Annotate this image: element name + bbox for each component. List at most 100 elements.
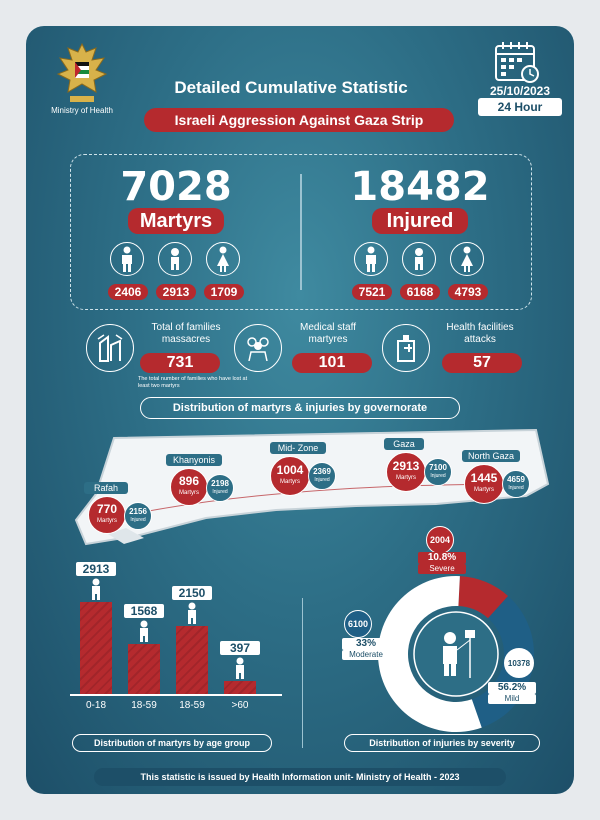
man-icon [354, 242, 388, 276]
families-value: 731 [140, 353, 220, 373]
age-bar [80, 601, 112, 694]
gov-rafah-injured: 2156 Injured [124, 502, 152, 530]
gov-martyrs-label: Martyrs [179, 490, 199, 496]
gov-gaza-martyrs-value: 2913 [392, 459, 420, 473]
gov-injured-label: Injured [430, 473, 446, 479]
child-icon [402, 242, 436, 276]
age-category-label: 18-59 [179, 700, 205, 711]
severe-percent: 10.8% [418, 552, 466, 564]
gov-rafah-name: Rafah [84, 482, 128, 494]
totals-divider [300, 174, 302, 290]
woman-icon [206, 242, 240, 276]
man-icon [110, 242, 144, 276]
age-bar-value: 2913 [76, 561, 116, 576]
age-category-label: 0-18 [85, 700, 106, 711]
injured-men: 7521 [352, 284, 392, 300]
gov-northgaza-martyrs: 1445 Martyrs [464, 464, 504, 504]
gov-gaza-injured-value: 7100 [429, 463, 447, 472]
moderate-percent: 33% [342, 638, 390, 650]
age-category-label: >60 [231, 700, 249, 711]
footer: This statistic is issued by Health Infor… [94, 768, 506, 786]
families-note: The total number of families who have lo… [138, 376, 248, 389]
age-bar-value: 2150 [172, 585, 212, 600]
mild-value: 10378 [504, 648, 534, 678]
hospital-building-icon [382, 324, 430, 372]
totals-box [70, 154, 532, 310]
gov-midzone-injured-value: 2369 [313, 467, 331, 476]
gov-khanyonis-injured-value: 2198 [211, 479, 229, 488]
gov-injured-label: Injured [314, 477, 330, 483]
age-bar-value: 397 [220, 641, 260, 656]
page-title: Detailed Cumulative Statistic [174, 78, 408, 97]
donut-slice-mild [377, 576, 482, 732]
age-bar [176, 625, 208, 694]
gov-gaza-injured: 7100 Injured [424, 458, 452, 486]
age-chart-baseline [70, 694, 282, 696]
gov-midzone-martyrs: 1004 Martyrs [270, 456, 310, 496]
facilities-value: 57 [442, 353, 522, 373]
subtitle-banner: Israeli Aggression Against Gaza Strip [144, 108, 454, 132]
gov-martyrs-label: Martyrs [97, 518, 117, 524]
medical-label: Medical staff martyres [300, 322, 356, 345]
calendar-icon [494, 40, 540, 84]
severity-donut-chart [356, 564, 556, 734]
martyrs-children: 2913 [156, 284, 196, 300]
gov-northgaza-injured: 4659 Injured [502, 470, 530, 498]
gov-rafah-martyrs-value: 770 [96, 502, 118, 516]
facilities-label: Health facilities attacks [446, 322, 514, 345]
severe-label: Severe [418, 564, 466, 574]
severity-chart-title: Distribution of injuries by severity [344, 734, 540, 752]
gov-gaza-name: Gaza [384, 438, 424, 450]
age-chart-title: Distribution of martyrs by age group [72, 734, 272, 752]
gov-midzone-name: Mid- Zone [270, 442, 326, 454]
destroyed-building-icon [86, 324, 134, 372]
gov-northgaza-injured-value: 4659 [507, 475, 525, 484]
palestine-emblem-icon [56, 38, 108, 108]
person-icon [232, 657, 248, 680]
gov-khanyonis-name: Khanyonis [166, 454, 222, 466]
injured-children: 6168 [400, 284, 440, 300]
gov-northgaza-name: North Gaza [462, 450, 520, 462]
gov-gaza-martyrs: 2913 Martyrs [386, 452, 426, 492]
martyrs-total: 7028 [120, 164, 232, 210]
gov-northgaza-martyrs-value: 1445 [470, 471, 498, 485]
medical-value: 101 [292, 353, 372, 373]
person-icon [136, 620, 152, 643]
section-divider [302, 598, 303, 748]
age-bar-value: 1568 [124, 604, 164, 619]
families-label: Total of families massacres [151, 322, 221, 345]
age-category-label: 18-59 [131, 700, 157, 711]
gov-martyrs-label: Martyrs [474, 487, 494, 493]
injured-total: 18482 [350, 164, 490, 210]
gov-khanyonis-martyrs: 896 Martyrs [170, 468, 208, 506]
severity-donut-svg [377, 576, 534, 732]
age-bar [128, 644, 160, 694]
child-icon [158, 242, 192, 276]
gov-injured-label: Injured [212, 489, 228, 495]
martyrs-label: Martyrs [128, 208, 224, 234]
infographic-card: Ministry of Health Detailed Cumulative S… [26, 26, 574, 794]
gov-rafah-injured-value: 2156 [129, 507, 147, 516]
martyrs-men: 2406 [108, 284, 148, 300]
gov-injured-label: Injured [508, 485, 524, 491]
moderate-value: 6100 [344, 610, 372, 638]
person-icon [88, 578, 104, 600]
donut-slice-severe [458, 576, 509, 619]
injured-label: Injured [372, 208, 468, 234]
gov-martyrs-label: Martyrs [280, 479, 300, 485]
age-bar-chart: 2913 0-18 1568 18-59 2150 18-59 397 >60 [66, 561, 296, 716]
governorate-title: Distribution of martyrs & injuries by go… [140, 397, 460, 419]
gov-injured-label: Injured [130, 517, 146, 523]
report-date: 25/10/2023 [489, 84, 551, 98]
gov-midzone-martyrs-value: 1004 [276, 463, 304, 477]
gov-khanyonis-injured: 2198 Injured [206, 474, 234, 502]
patient-iv-icon [443, 630, 475, 678]
person-icon [184, 602, 200, 624]
gov-khanyonis-martyrs-value: 896 [178, 474, 200, 488]
woman-icon [450, 242, 484, 276]
gov-rafah-martyrs: 770 Martyrs [88, 496, 126, 534]
gov-martyrs-label: Martyrs [396, 475, 416, 481]
report-period: 24 Hour [478, 98, 562, 116]
gov-midzone-injured: 2369 Injured [308, 462, 336, 490]
